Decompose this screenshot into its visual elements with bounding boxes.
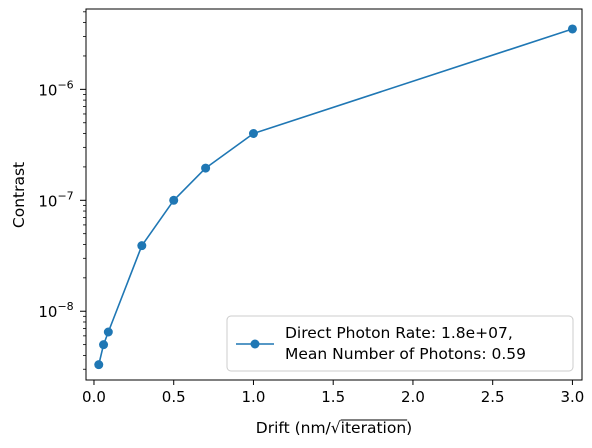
data-point (169, 195, 179, 205)
x-axis-label: Drift (nm/√iteration) (256, 419, 412, 437)
legend: Direct Photon Rate: 1.8e+07, Mean Number… (226, 315, 574, 372)
x-axis-label-radicand: iteration (341, 419, 406, 437)
x-tick-label: 1.0 (242, 388, 266, 406)
x-axis: 0.0 0.5 1.0 1.5 2.0 2.5 3.0 (82, 380, 584, 406)
data-point (103, 327, 113, 337)
series-layer (94, 24, 577, 370)
data-point (248, 129, 258, 139)
svg-text:Drift (nm/√iteration): Drift (nm/√iteration) (256, 419, 412, 437)
x-axis-label-suffix: ) (406, 419, 412, 437)
x-tick-label: 0.5 (162, 388, 186, 406)
data-point (99, 340, 109, 350)
y-axis-label: Contrast (10, 162, 28, 228)
legend-series-marker (250, 339, 260, 349)
x-tick-label: 1.5 (321, 388, 345, 406)
legend-box (226, 315, 574, 372)
x-tick-label: 2.0 (401, 388, 425, 406)
legend-entry-line-1: Direct Photon Rate: 1.8e+07, (285, 324, 513, 342)
x-tick-label: 3.0 (561, 388, 585, 406)
data-point (567, 24, 577, 34)
legend-entry-line-2: Mean Number of Photons: 0.59 (285, 345, 526, 363)
x-axis-label-prefix: Drift (nm/ (256, 419, 332, 437)
data-point (201, 163, 211, 173)
x-tick-label: 0.0 (82, 388, 106, 406)
plot-frame (85, 8, 583, 381)
x-axis-label-radical: √ (331, 419, 341, 437)
data-point (94, 360, 104, 370)
data-point (137, 241, 147, 251)
x-tick-label: 2.5 (481, 388, 505, 406)
